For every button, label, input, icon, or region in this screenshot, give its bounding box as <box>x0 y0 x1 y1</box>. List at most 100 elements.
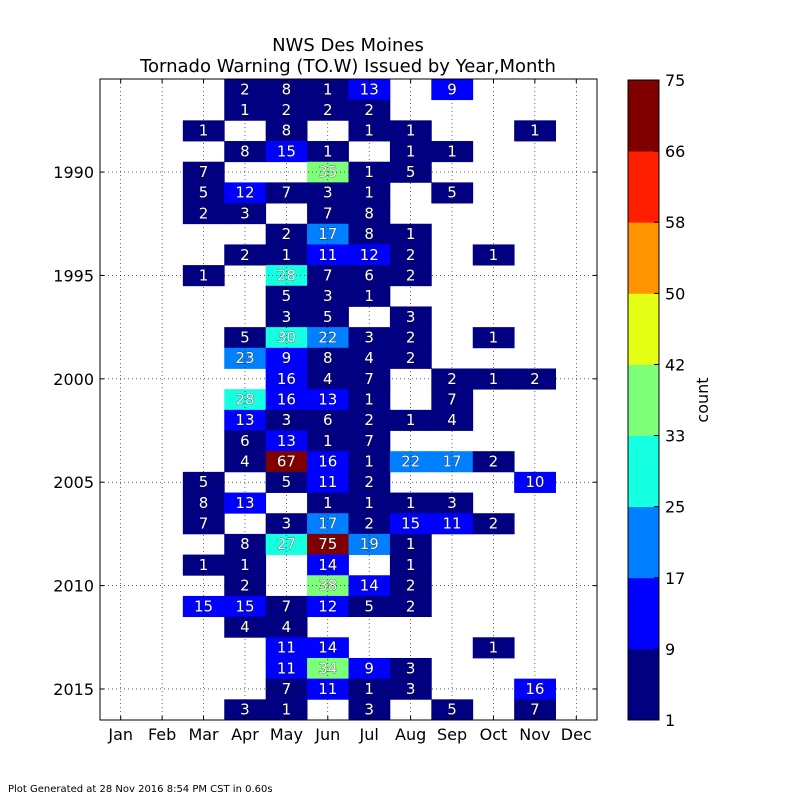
cell-value-label: 15 <box>194 597 213 615</box>
heatmap-cell <box>307 471 349 493</box>
cell-value-label: 1 <box>489 328 499 346</box>
cell-value-label: 19 <box>360 535 379 553</box>
colorbar-tick-label: 42 <box>665 355 685 374</box>
cell-value-label: 9 <box>282 349 292 367</box>
cell-value-label: 2 <box>406 577 416 595</box>
heatmap-cell <box>431 409 474 431</box>
cell-value-label: 2 <box>240 577 250 595</box>
cell-value-label: 1 <box>364 122 374 140</box>
cell-value-label: 1 <box>489 639 499 657</box>
cell-value-label: 17 <box>318 225 337 243</box>
cell-value-label: 1 <box>364 163 374 181</box>
heatmap-cell <box>265 223 308 245</box>
cell-value-label: 12 <box>360 246 379 264</box>
cell-value-label: 5 <box>364 597 374 615</box>
colorbar-tick-label: 1 <box>665 711 675 730</box>
cell-value-label: 7 <box>199 515 209 533</box>
cell-value-label: 1 <box>364 453 374 471</box>
heatmap-cell <box>182 182 225 204</box>
heatmap-cell <box>307 347 349 369</box>
colorbar-tick-label: 17 <box>665 569 685 588</box>
footer-note: Plot Generated at 28 Nov 2016 8:54 PM CS… <box>8 784 273 795</box>
cell-value-label: 11 <box>318 246 337 264</box>
cell-value-label: 1 <box>489 370 499 388</box>
cell-value-label: 1 <box>323 432 333 450</box>
heatmap-cell <box>514 120 556 142</box>
heatmap-cell <box>348 409 391 431</box>
colorbar-label: count <box>693 377 712 422</box>
x-tick-label: Jul <box>359 725 379 744</box>
heatmap-cell <box>265 182 308 204</box>
cell-value-label: 11 <box>442 515 461 533</box>
heatmap-cell <box>307 409 349 431</box>
x-tick-label: Aug <box>395 725 426 744</box>
heatmap-cell <box>389 306 432 328</box>
heatmap-cell <box>389 575 432 597</box>
cell-value-label: 7 <box>323 204 333 222</box>
heatmap-cell <box>307 657 349 680</box>
heatmap-cell <box>224 327 267 349</box>
cell-value-label: 15 <box>235 597 254 615</box>
cell-value-label: 16 <box>525 680 544 698</box>
cell-value-label: 5 <box>323 308 333 326</box>
cell-value-label: 67 <box>277 453 296 471</box>
heatmap-cell <box>265 306 308 328</box>
heatmap-cell <box>431 451 474 473</box>
heatmap-cell <box>265 347 308 369</box>
cell-value-label: 8 <box>323 349 333 367</box>
heatmap-cell <box>514 678 556 700</box>
cell-value-label: 5 <box>282 287 292 305</box>
heatmap-cells <box>182 79 556 721</box>
colorbar-tick-label: 50 <box>665 284 685 303</box>
heatmap-cell <box>348 327 391 349</box>
heatmap-cell <box>224 244 267 266</box>
heatmap-cell <box>182 120 225 142</box>
cell-value-label: 14 <box>318 556 337 574</box>
cell-value-label: 3 <box>406 308 416 326</box>
heatmap-cell <box>224 554 267 576</box>
heatmap-cell <box>389 554 432 576</box>
heatmap-cell <box>265 409 308 431</box>
heatmap-cell <box>224 575 267 597</box>
heatmap-cell <box>265 595 308 618</box>
heatmap-cell <box>182 554 225 576</box>
cell-value-label: 1 <box>282 701 292 719</box>
heatmap-cell <box>348 161 391 183</box>
heatmap-cell <box>472 244 515 266</box>
cell-value-label: 2 <box>364 101 374 119</box>
heatmap-cell <box>265 471 308 493</box>
cell-value-label: 5 <box>199 184 209 202</box>
colorbar-segment <box>628 222 659 294</box>
x-tick-label: Mar <box>188 725 219 744</box>
cell-value-label: 1 <box>530 122 540 140</box>
heatmap-cell <box>389 409 432 431</box>
y-tick-label: 2000 <box>53 370 94 389</box>
cell-value-label: 7 <box>530 701 540 719</box>
heatmap-cell <box>307 306 349 328</box>
heatmap-cell <box>307 575 349 597</box>
cell-value-label: 5 <box>282 473 292 491</box>
cell-value-label: 1 <box>364 680 374 698</box>
cell-value-label: 7 <box>282 597 292 615</box>
cell-value-label: 8 <box>364 204 374 222</box>
heatmap-cell <box>389 161 432 183</box>
colorbar-segment <box>628 364 659 436</box>
cell-value-label: 4 <box>323 370 333 388</box>
heatmap-cell <box>348 430 391 452</box>
colorbar-frame <box>627 79 660 721</box>
cell-value-label: 3 <box>282 515 292 533</box>
heatmap-cell <box>431 182 474 204</box>
heatmap-cell <box>307 554 349 576</box>
x-tick-label: Dec <box>561 725 592 744</box>
cell-value-label: 1 <box>199 122 209 140</box>
colorbar-segment <box>628 435 659 508</box>
heatmap-cell <box>348 182 391 204</box>
heatmap-cell <box>224 182 267 204</box>
cell-value-label: 1 <box>406 556 416 574</box>
cell-value-label: 2 <box>406 597 416 615</box>
heatmap-cell <box>224 409 267 431</box>
cell-value-label: 1 <box>240 101 250 119</box>
heatmap-cell <box>348 347 391 369</box>
heatmap-cell <box>182 471 225 493</box>
